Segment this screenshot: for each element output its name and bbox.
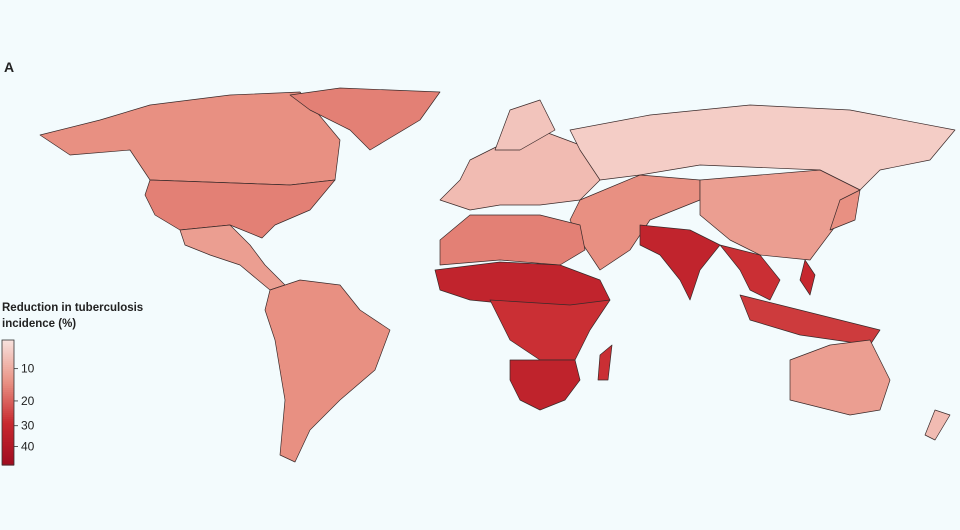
colorbar-swatch	[2, 352, 14, 356]
colorbar-swatch	[2, 394, 14, 397]
colorbar-swatch	[2, 365, 14, 368]
colorbar-swatch	[2, 446, 14, 449]
colorbar-swatch	[2, 415, 14, 418]
colorbar-swatch	[2, 367, 14, 370]
region	[289, 87, 441, 151]
colorbar-swatch	[2, 383, 14, 387]
colorbar-swatch	[2, 419, 14, 422]
colorbar-swatch	[2, 379, 14, 383]
colorbar-swatch	[2, 373, 14, 377]
region	[829, 189, 861, 231]
colorbar-swatch	[2, 448, 14, 452]
colorbar-swatch	[2, 385, 14, 389]
colorbar-swatch	[2, 360, 14, 364]
colorbar-swatch	[2, 440, 14, 443]
colorbar-swatch	[2, 346, 14, 349]
region	[597, 344, 613, 381]
colorbar-swatch	[2, 369, 14, 372]
colorbar-swatch	[2, 431, 14, 435]
colorbar-swatch	[2, 340, 14, 343]
region	[509, 359, 581, 411]
colorbar-swatch	[2, 437, 14, 441]
colorbar-swatch	[2, 344, 14, 347]
colorbar-swatch	[2, 435, 14, 439]
colorbar-swatch	[2, 400, 14, 404]
colorbar-tick-label: 30	[21, 419, 35, 433]
colorbar-swatch	[2, 387, 14, 391]
colorbar-swatch	[2, 402, 14, 406]
colorbar-swatch	[2, 412, 14, 416]
region	[494, 99, 556, 151]
colorbar: 10 20 30 40	[1, 339, 35, 466]
colorbar-swatch	[2, 398, 14, 402]
region	[739, 294, 881, 346]
colorbar-swatch	[2, 427, 14, 431]
colorbar-swatch	[2, 423, 14, 427]
colorbar-swatch	[2, 348, 14, 352]
region	[924, 409, 951, 441]
colorbar-swatch	[2, 442, 14, 445]
colorbar-swatch	[2, 460, 14, 464]
colorbar-swatch	[2, 354, 14, 358]
colorbar-swatch	[2, 358, 14, 362]
colorbar-swatch	[2, 454, 14, 458]
colorbar-swatch	[2, 408, 14, 412]
colorbar-swatch	[2, 392, 14, 395]
region	[639, 224, 721, 301]
colorbar-swatch	[2, 417, 14, 420]
colorbar-swatch	[2, 404, 14, 408]
colorbar-tick-label: 40	[21, 440, 35, 454]
region	[39, 91, 341, 186]
colorbar-swatch	[2, 433, 14, 437]
colorbar-swatch	[2, 425, 14, 429]
colorbar-swatch	[2, 356, 14, 360]
region	[719, 244, 781, 301]
region	[699, 169, 861, 261]
colorbar-swatch	[2, 396, 14, 399]
colorbar-swatch	[2, 421, 14, 424]
colorbar-tick-label: 10	[21, 362, 35, 376]
colorbar-swatch	[2, 362, 14, 366]
colorbar-swatch	[2, 342, 14, 345]
colorbar-frame	[1, 339, 15, 466]
colorbar-swatch	[2, 456, 14, 460]
colorbar-swatch	[2, 377, 14, 381]
colorbar-tick-label: 20	[21, 394, 35, 408]
colorbar-swatch	[2, 452, 14, 456]
colorbar-swatch	[2, 462, 14, 466]
region	[799, 259, 816, 296]
region	[439, 214, 586, 266]
regions	[39, 87, 956, 463]
colorbar-swatch	[2, 375, 14, 379]
region	[264, 279, 391, 463]
colorbar-swatch	[2, 371, 14, 374]
region	[789, 339, 891, 416]
region	[144, 179, 336, 239]
region	[569, 104, 956, 191]
colorbar-swatch	[2, 410, 14, 414]
colorbar-swatch	[2, 390, 14, 393]
colorbar-swatch	[2, 458, 14, 462]
colorbar-swatch	[2, 429, 14, 433]
colorbar-swatch	[2, 381, 14, 385]
colorbar-swatch	[2, 350, 14, 354]
panel-label: A	[4, 59, 14, 75]
legend-title: Reduction in tuberculosis incidence (%)	[2, 302, 143, 330]
colorbar-swatch	[2, 406, 14, 410]
colorbar-swatch	[2, 444, 14, 447]
colorbar-swatch	[2, 450, 14, 454]
